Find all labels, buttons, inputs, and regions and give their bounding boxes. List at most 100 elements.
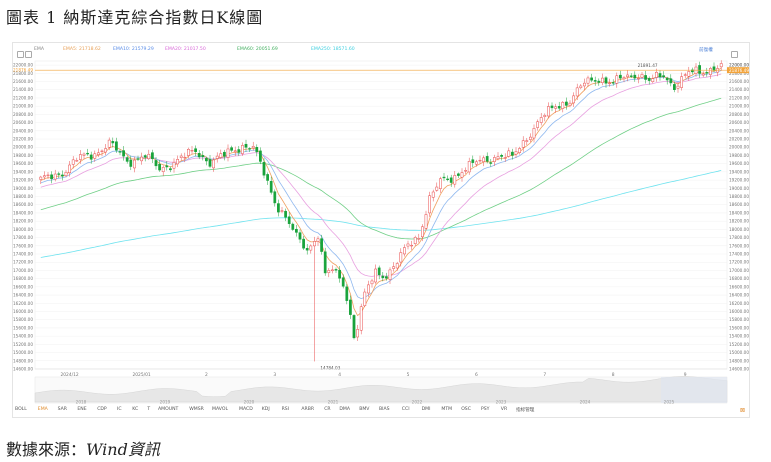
candle-body bbox=[46, 174, 50, 177]
candle-body bbox=[403, 247, 406, 255]
ema250-legend: EMA250: 18571.60 bbox=[311, 47, 355, 52]
candle-body bbox=[104, 148, 107, 153]
candle-body bbox=[572, 95, 575, 104]
candle-body bbox=[183, 156, 187, 159]
navigator-year-label: 2022 bbox=[412, 400, 423, 405]
candle-body bbox=[651, 78, 655, 82]
y-tick-label-left: 15400.00 bbox=[13, 334, 33, 339]
candle-body bbox=[586, 77, 590, 84]
indicator-tab-psy[interactable]: PSY bbox=[481, 407, 490, 412]
indicator-tab-ic[interactable]: IC bbox=[117, 407, 122, 412]
indicator-tab-t[interactable]: T bbox=[147, 407, 151, 412]
candle-body bbox=[421, 226, 424, 238]
indicator-tab-boll[interactable]: BOLL bbox=[15, 407, 27, 412]
plot-border bbox=[34, 60, 728, 370]
indicator-tab-dma[interactable]: DMA bbox=[339, 407, 351, 412]
indicator-tab-bmv[interactable]: BMV bbox=[359, 407, 370, 412]
candle-body bbox=[493, 157, 496, 162]
close-icon[interactable]: ⊠ bbox=[739, 407, 745, 414]
indicator-tab-sar[interactable]: SAR bbox=[57, 407, 67, 412]
indicator-tab-ema[interactable]: EMA bbox=[37, 407, 48, 412]
candle-body bbox=[377, 267, 381, 276]
indicator-tab-vr[interactable]: VR bbox=[500, 407, 508, 412]
candle-body bbox=[424, 214, 428, 229]
y-tick-label-left: 15800.00 bbox=[13, 317, 33, 322]
ma-selector[interactable]: EMA bbox=[34, 47, 45, 52]
indicator-tab-kc[interactable]: KC bbox=[132, 407, 139, 412]
indicator-tab-amount[interactable]: AMOUNT bbox=[158, 407, 179, 412]
indicator-tab-指标管理[interactable]: 指标管理 bbox=[516, 408, 535, 413]
y-tick-label-left: 20400.00 bbox=[13, 128, 33, 133]
ema60-legend: EMA60: 20051.69 bbox=[237, 47, 278, 52]
candle-body bbox=[709, 68, 712, 75]
high-label: 21891.47 bbox=[638, 63, 658, 68]
y-tick-label-left: 18600.00 bbox=[13, 202, 33, 207]
indicator-tab-osc[interactable]: OSC bbox=[461, 407, 471, 412]
candle-body bbox=[557, 106, 561, 109]
candle-body bbox=[467, 161, 471, 173]
candle-body bbox=[554, 106, 557, 109]
candle-body bbox=[442, 176, 446, 179]
candle-body bbox=[313, 241, 316, 247]
y-tick-label-left: 19800.00 bbox=[13, 153, 33, 158]
y-tick-label-right: 16800.00 bbox=[729, 276, 749, 281]
candle-body bbox=[89, 154, 93, 160]
source-label: 數據來源： bbox=[6, 440, 87, 459]
indicator-tab-kdj[interactable]: KDJ bbox=[261, 407, 270, 412]
candle-body bbox=[399, 252, 403, 263]
candle-body bbox=[151, 152, 154, 160]
candle-body bbox=[457, 173, 460, 176]
candle-body bbox=[532, 128, 536, 139]
indicator-tab-dmi[interactable]: DMI bbox=[421, 407, 431, 412]
y-tick-label-left: 18800.00 bbox=[13, 194, 33, 199]
y-tick-label-left: 16600.00 bbox=[13, 284, 33, 289]
indicator-tab-arbr[interactable]: ARBR bbox=[301, 407, 315, 412]
indicator-tab-macd[interactable]: MACD bbox=[239, 407, 253, 412]
candle-body bbox=[673, 84, 676, 90]
y-tick-label-right: 17600.00 bbox=[729, 243, 749, 248]
y-tick-label-right: 21200.00 bbox=[729, 95, 749, 100]
ema20-legend: EMA20: 21017.50 bbox=[165, 47, 206, 52]
indicator-tab-wmsr[interactable]: WMSR bbox=[189, 407, 204, 412]
indicator-tab-bias[interactable]: BIAS bbox=[379, 407, 390, 412]
y-tick-label-left: 19200.00 bbox=[13, 178, 33, 183]
indicator-tab-mtm[interactable]: MTM bbox=[441, 407, 453, 412]
last-price-label-left: 21876.49 bbox=[13, 68, 33, 73]
ema60-line bbox=[40, 97, 722, 240]
data-source-note: 數據來源：Wind資訊 bbox=[6, 436, 160, 460]
candle-body bbox=[219, 153, 223, 158]
figure-caption: 圖表 1 納斯達克綜合指數日K線圖 bbox=[6, 8, 264, 27]
indicator-tab-mavol[interactable]: MAVOL bbox=[212, 407, 229, 412]
candle-body bbox=[669, 78, 673, 84]
ema5-line bbox=[40, 67, 722, 317]
indicator-tab-cci[interactable]: CCI bbox=[401, 407, 410, 412]
candle-body bbox=[352, 315, 356, 339]
chart-toolbar: EMA EMA5: 21718.62 EMA10: 21579.29 EMA20… bbox=[13, 43, 749, 58]
y-tick-label-left: 14800.00 bbox=[13, 358, 33, 363]
candle-body bbox=[331, 269, 334, 272]
candle-body bbox=[197, 153, 201, 158]
y-tick-label-right: 14800.00 bbox=[729, 358, 749, 363]
candle-body bbox=[662, 75, 665, 78]
adjust-mode-link[interactable]: 前復權 bbox=[699, 48, 713, 53]
indicator-tab-ene[interactable]: ENE bbox=[77, 407, 87, 412]
navigator-year-label: 2019 bbox=[160, 400, 171, 405]
candle-body bbox=[125, 157, 129, 162]
y-tick-label-left: 19600.00 bbox=[13, 161, 33, 166]
y-axis-left: 14600.00 14800.00 15000.00 15200.00 15400.00… bbox=[13, 63, 33, 372]
candle-body bbox=[298, 232, 302, 240]
ema10-line bbox=[40, 70, 722, 300]
y-tick-label-right: 17800.00 bbox=[729, 235, 749, 240]
y-tick-label-right: 21600.00 bbox=[729, 79, 749, 84]
candle-body bbox=[169, 168, 172, 171]
candle-body bbox=[82, 153, 86, 156]
navigator-area bbox=[34, 376, 728, 403]
x-axis: 2024/12 2025/01 2 3 4 5 6 7 8 9 bbox=[35, 368, 727, 378]
indicator-tab-cdp[interactable]: CDP bbox=[97, 407, 107, 412]
candle-body bbox=[511, 151, 514, 156]
indicator-tab-rsi[interactable]: RSI bbox=[281, 407, 290, 412]
candle-body bbox=[226, 148, 230, 158]
indicator-tab-bar: BOLL EMA SAR ENE CDP IC KC T AMOUNT WMSR MAVOL MACD… bbox=[13, 405, 749, 416]
candle-body bbox=[644, 75, 647, 80]
indicator-tab-cr[interactable]: CR bbox=[324, 407, 331, 412]
